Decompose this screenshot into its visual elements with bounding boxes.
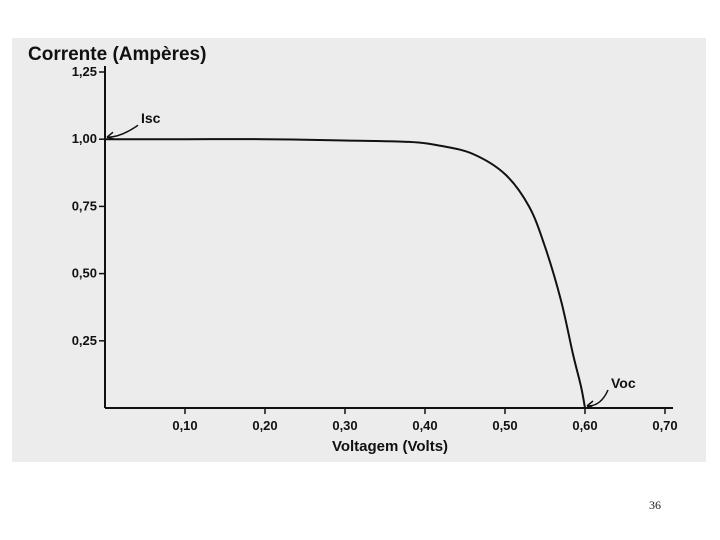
annotation-arrowhead: [106, 131, 115, 140]
x-tick-label: 0,50: [492, 418, 517, 433]
y-tick-label: 0,25: [72, 333, 97, 348]
x-tick-label: 0,40: [412, 418, 437, 433]
y-tick-label: 0,50: [72, 266, 97, 281]
annotation-label: Isc: [141, 110, 161, 126]
x-axis-title: Voltagem (Volts): [332, 438, 448, 455]
y-tick-label: 0,75: [72, 198, 97, 213]
iv-curve-line: [105, 138, 586, 409]
y-tick-label: 1,25: [72, 64, 97, 79]
annotation-label: Voc: [611, 375, 636, 391]
y-axis-title: Corrente (Ampères): [28, 44, 206, 65]
x-tick-label: 0,60: [572, 418, 597, 433]
annotation-arrowhead: [586, 400, 595, 409]
x-tick-label: 0,10: [172, 418, 197, 433]
slide-number: 36: [649, 498, 661, 512]
x-tick-label: 0,20: [252, 418, 277, 433]
annotation-leader: [107, 124, 139, 138]
annotation-leader: [587, 389, 609, 407]
chart-background: [12, 38, 706, 462]
y-tick-label: 1,00: [72, 131, 97, 146]
x-tick-label: 0,30: [332, 418, 357, 433]
x-tick-label: 0,70: [652, 418, 677, 433]
